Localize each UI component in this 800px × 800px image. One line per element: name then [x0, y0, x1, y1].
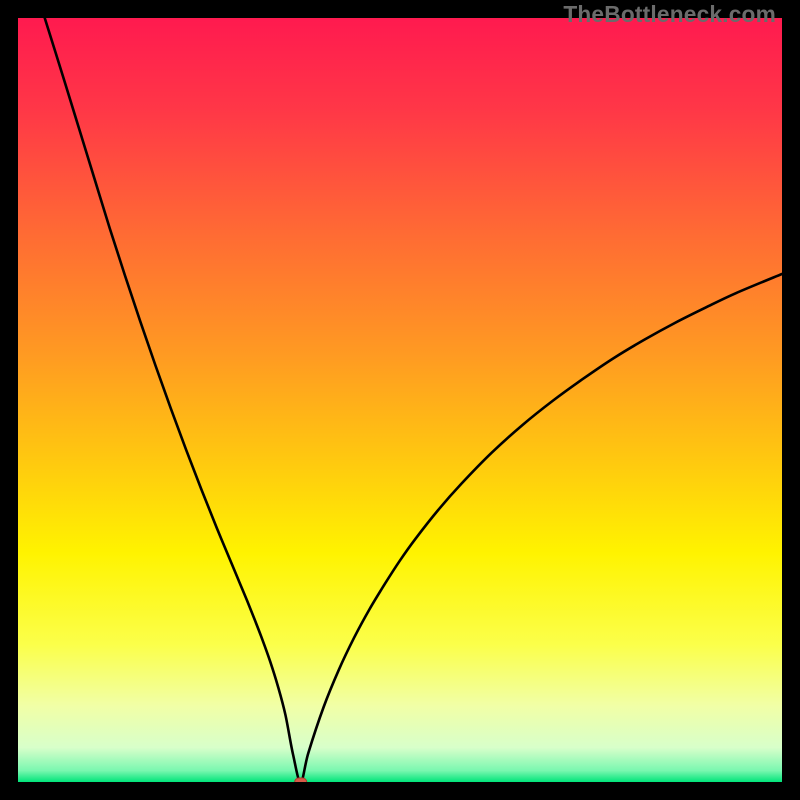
watermark-text: TheBottleneck.com — [563, 1, 776, 28]
chart-plot-area — [18, 18, 782, 782]
chart-frame — [18, 18, 782, 782]
